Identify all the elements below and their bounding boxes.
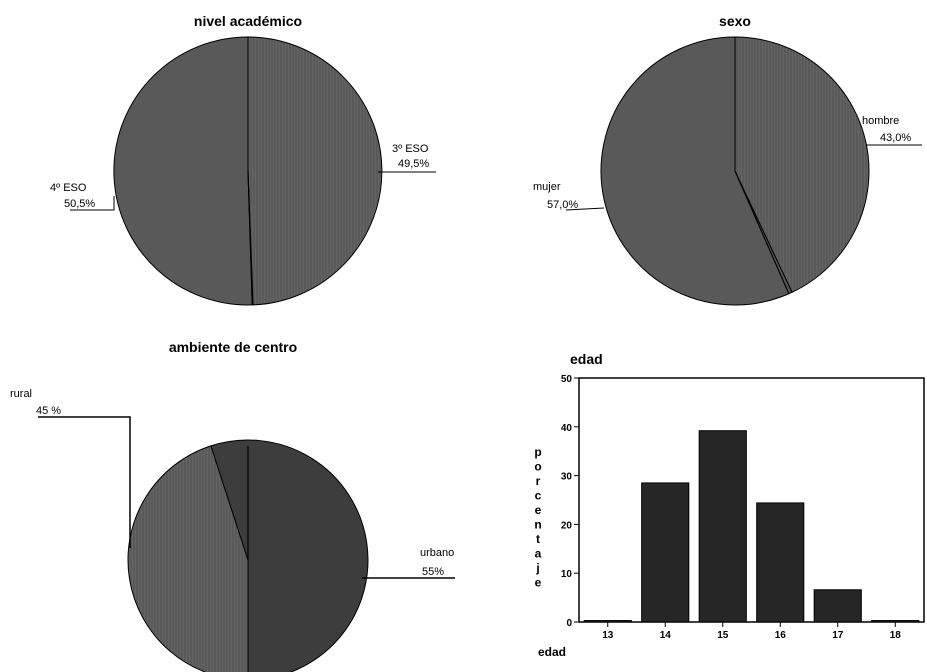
- legend-label-hombre: hombre: [862, 115, 899, 127]
- legend-label-rural: rural: [10, 388, 32, 400]
- x-tick-label: 17: [832, 630, 844, 641]
- chart-title: edad: [570, 351, 603, 367]
- x-tick-label: 14: [660, 630, 672, 641]
- leader-line-mujer: [565, 207, 605, 211]
- pie-slice-hombre: [734, 36, 870, 293]
- pie-chart-ambiente-centro: ambiente de centro rural 45 % urbano 55%: [10, 339, 455, 672]
- chart-title: sexo: [719, 13, 751, 29]
- leader-line-rural: [38, 416, 131, 548]
- chart-title: ambiente de centro: [169, 339, 297, 355]
- slice-divider: [247, 170, 254, 306]
- pie-chart-nivel-academico: nivel académico 3º ESO 49,5% 4º ESO 50,5…: [50, 13, 436, 306]
- x-tick-label: 15: [717, 630, 729, 641]
- pie-slice-urbano: [210, 439, 369, 672]
- y-axis-label-letter: o: [534, 460, 541, 474]
- y-tick-label: 50: [561, 374, 573, 385]
- y-axis-label-letter: a: [535, 547, 542, 561]
- chart-title: nivel académico: [194, 13, 302, 29]
- data-label-mujer: 57,0%: [547, 199, 578, 211]
- legend-label-4-eso: 4º ESO: [50, 182, 87, 194]
- slice-divider: [734, 170, 790, 295]
- y-axis-label-letter: e: [535, 576, 542, 590]
- y-axis-label-letter: p: [534, 445, 541, 459]
- bar-17: [813, 589, 862, 623]
- x-tick-label: 18: [890, 630, 902, 641]
- y-axis-label-letter: t: [536, 532, 540, 546]
- legend-label-3-eso: 3º ESO: [392, 143, 429, 155]
- data-label-4-eso: 50,5%: [64, 198, 95, 210]
- y-axis-label-letter: j: [535, 561, 539, 575]
- y-axis-label-letter: r: [536, 474, 541, 488]
- x-axis-ticks: 13 14 15 16 17 18: [602, 622, 901, 641]
- leader-line-4-eso: [70, 196, 115, 211]
- y-tick-label: 10: [561, 569, 573, 580]
- pie-slice-3-eso: [247, 36, 383, 306]
- plot-frame: [578, 377, 925, 623]
- y-axis-ticks: 0 10 20 30 40 50: [561, 374, 579, 629]
- data-label-3-eso: 49,5%: [398, 158, 429, 170]
- x-axis-label: edad: [538, 645, 566, 659]
- legend-label-urbano: urbano: [420, 547, 454, 559]
- bar-16: [756, 502, 805, 623]
- x-tick-label: 16: [775, 630, 787, 641]
- bar-14: [641, 482, 690, 623]
- pie-slice-mujer: [600, 36, 793, 306]
- y-axis-label-letter: e: [535, 503, 542, 517]
- pie-slice-4-eso: [113, 36, 253, 306]
- bar-18: [871, 620, 920, 623]
- data-label-rural: 45 %: [36, 405, 61, 417]
- y-tick-label: 0: [566, 618, 572, 629]
- legend-label-mujer: mujer: [533, 181, 561, 193]
- y-axis-label-letter: c: [535, 489, 542, 503]
- pie-chart-sexo: sexo hombre 43,0% mujer 57,0%: [533, 13, 922, 306]
- y-tick-label: 30: [561, 472, 573, 483]
- bar-13: [583, 620, 632, 623]
- y-tick-label: 20: [561, 520, 573, 531]
- x-tick-label: 13: [602, 630, 614, 641]
- bar-15: [698, 430, 747, 623]
- data-label-urbano: 55%: [422, 566, 444, 578]
- y-tick-label: 40: [561, 423, 573, 434]
- data-label-hombre: 43,0%: [880, 132, 911, 144]
- y-axis-label-letter: n: [534, 518, 541, 532]
